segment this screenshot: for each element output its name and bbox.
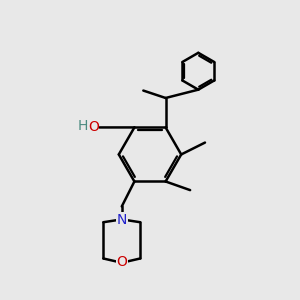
Text: O: O xyxy=(116,255,127,269)
Text: H: H xyxy=(78,119,88,133)
Text: N: N xyxy=(117,213,127,227)
Text: O: O xyxy=(88,120,99,134)
